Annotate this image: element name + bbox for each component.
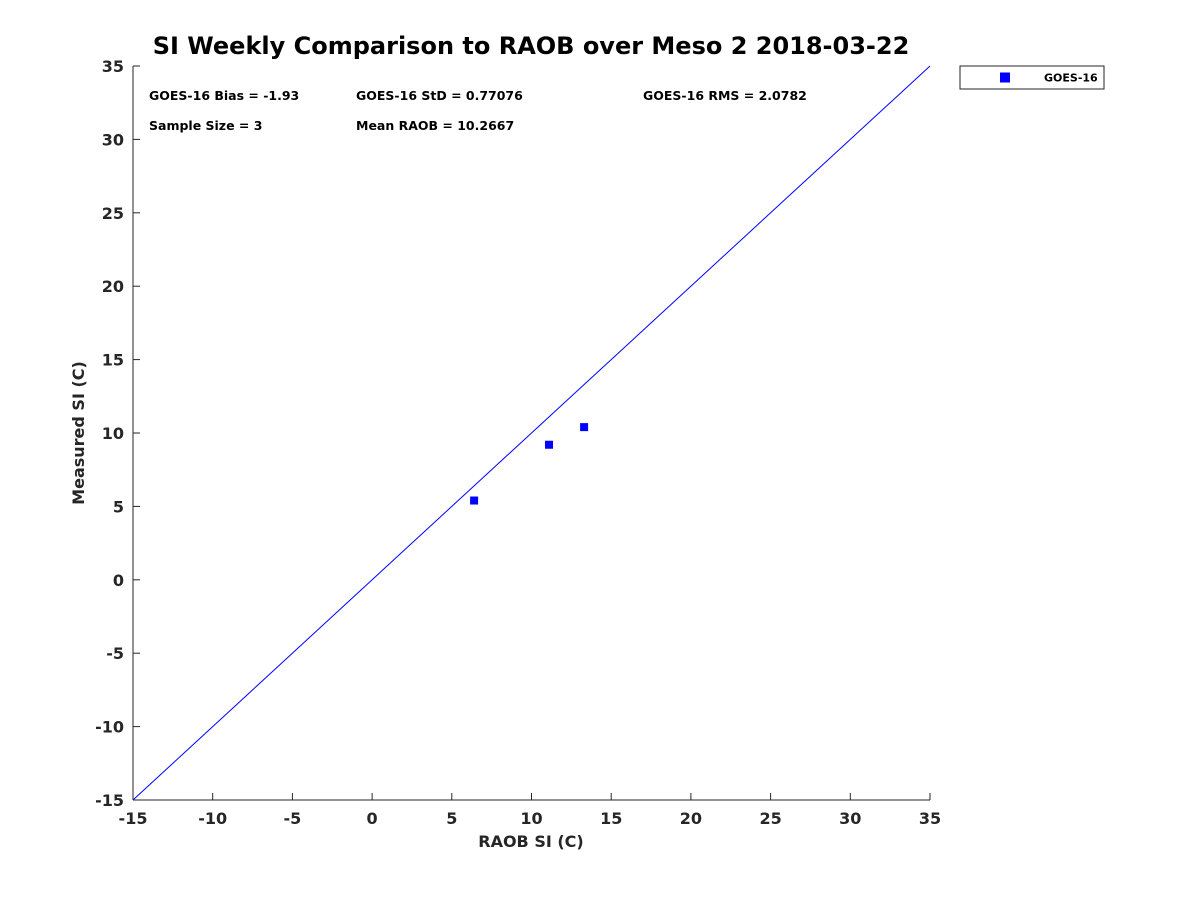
y-tick-label: -15 — [95, 791, 124, 810]
y-tick-label: -10 — [95, 718, 124, 737]
chart-title: SI Weekly Comparison to RAOB over Meso 2… — [153, 32, 910, 60]
y-tick-label: 35 — [102, 57, 124, 76]
y-tick-label: 10 — [102, 424, 124, 443]
data-point — [470, 496, 479, 505]
data-points — [470, 423, 589, 505]
x-tick-label: 5 — [446, 809, 457, 828]
x-tick-label: 20 — [680, 809, 702, 828]
data-point — [545, 440, 554, 449]
data-point — [580, 423, 589, 432]
y-tick-label: 20 — [102, 277, 124, 296]
y-tick-label: -5 — [106, 644, 124, 663]
x-axis-label: RAOB SI (C) — [478, 832, 583, 851]
x-tick-label: 35 — [919, 809, 941, 828]
bias-annotation: GOES-16 Bias = -1.93 — [149, 88, 299, 103]
x-tick-label: 15 — [600, 809, 622, 828]
x-tick-label: -15 — [119, 809, 148, 828]
reference-line — [132, 65, 931, 801]
x-tick-label: 30 — [839, 809, 861, 828]
mean-raob-annotation: Mean RAOB = 10.2667 — [356, 118, 514, 133]
y-tick-label: 5 — [113, 497, 124, 516]
y-tick-label: 15 — [102, 351, 124, 370]
x-tick-label: -5 — [284, 809, 302, 828]
x-tick-label: 25 — [759, 809, 781, 828]
x-tick-label: 10 — [520, 809, 542, 828]
legend: GOES-16 — [959, 65, 1105, 90]
y-tick-label: 0 — [113, 571, 124, 590]
x-tick-label: 0 — [367, 809, 378, 828]
rms-annotation: GOES-16 RMS = 2.0782 — [643, 88, 807, 103]
sample-size-annotation: Sample Size = 3 — [149, 118, 262, 133]
legend-marker — [1000, 72, 1010, 83]
std-annotation: GOES-16 StD = 0.77076 — [356, 88, 523, 103]
statistics-annotations: GOES-16 Bias = -1.93 GOES-16 StD = 0.770… — [149, 88, 807, 133]
x-ticks: -15 -10 -5 0 5 10 15 20 25 30 35 — [119, 793, 941, 828]
legend-box — [959, 65, 1105, 90]
y-ticks: -15 -10 -5 0 5 10 15 20 25 30 35 — [95, 57, 140, 810]
legend-entry-goes-16: GOES-16 — [1044, 72, 1098, 85]
y-tick-label: 30 — [102, 130, 124, 149]
y-axis-label: Measured SI (C) — [69, 361, 88, 505]
x-tick-label: -10 — [198, 809, 227, 828]
y-tick-label: 25 — [102, 204, 124, 223]
